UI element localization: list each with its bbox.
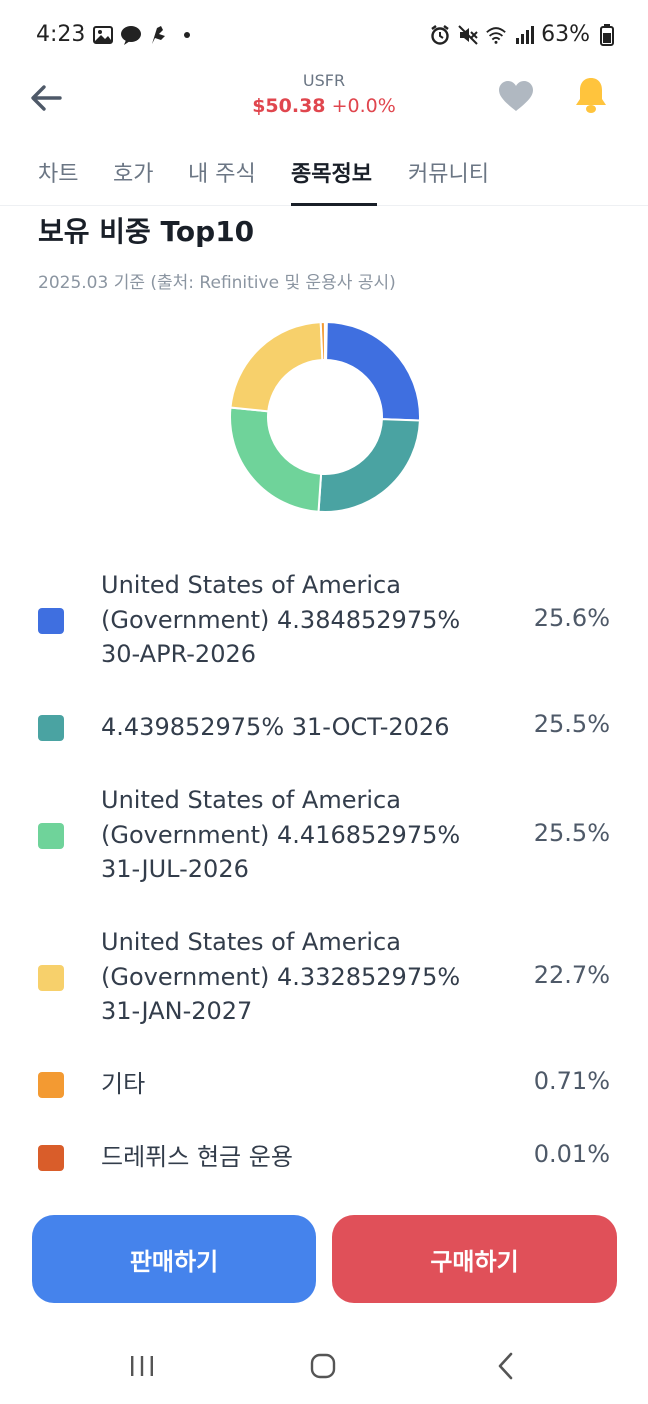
battery-percent: 63% — [541, 22, 590, 47]
home-icon — [309, 1352, 337, 1384]
tab-stock-info[interactable]: 종목정보 — [291, 162, 372, 187]
donut-slice — [324, 320, 421, 422]
signal-icon — [513, 24, 535, 46]
sell-button[interactable]: 판매하기 — [32, 1215, 316, 1303]
system-back-button[interactable] — [476, 1348, 536, 1388]
legend-swatch — [38, 608, 64, 634]
legend-swatch — [38, 715, 64, 741]
legend-label: United States of America (Government) 4.3… — [101, 928, 461, 1025]
recent-apps-icon — [128, 1354, 156, 1382]
section-subtitle: 2025.03 기준 (출처: Refinitive 및 운용사 공시) — [38, 273, 396, 293]
legend-item: United States of America (Government) 4.3… — [0, 568, 648, 674]
section-title: 보유 비중 Top10 — [38, 215, 255, 248]
wifi-icon — [485, 24, 507, 46]
legend-value: 25.5% — [533, 710, 610, 738]
legend-item: 기타 0.71% — [0, 1067, 648, 1103]
bell-icon — [573, 76, 609, 118]
stock-header: USFR $50.38 +0.0% — [0, 70, 648, 130]
dot-icon — [176, 24, 198, 46]
recent-apps-button[interactable] — [112, 1348, 172, 1388]
donut-slice — [229, 406, 323, 513]
status-right-icons: 63% — [429, 22, 618, 47]
status-notification-icons — [92, 24, 198, 46]
legend-label: 4.439852975% 31-OCT-2026 — [101, 713, 450, 741]
tab-orderbook[interactable]: 호가 — [113, 162, 154, 187]
active-tab-indicator — [291, 203, 377, 206]
back-icon — [495, 1352, 517, 1384]
arrow-left-icon — [28, 82, 64, 118]
legend-item: United States of America (Government) 4.3… — [0, 925, 648, 1031]
home-button[interactable] — [293, 1348, 353, 1388]
legend-swatch — [38, 965, 64, 991]
legend-swatch — [38, 823, 64, 849]
favorite-button[interactable] — [496, 78, 536, 118]
ticker-symbol: USFR — [302, 71, 346, 90]
battery-icon — [596, 23, 618, 46]
alert-button[interactable] — [570, 76, 612, 118]
mute-icon — [457, 24, 479, 46]
status-time: 4:23 — [36, 22, 86, 47]
tab-my-stock[interactable]: 내 주식 — [188, 162, 256, 187]
legend-label: 기타 — [101, 1070, 146, 1098]
buy-button[interactable]: 구매하기 — [332, 1215, 617, 1303]
tab-community[interactable]: 커뮤니티 — [408, 162, 489, 187]
legend-swatch — [38, 1072, 64, 1098]
system-nav-bar — [0, 1330, 648, 1404]
legend-item: 드레퓌스 현금 운용 0.01% — [0, 1140, 648, 1176]
status-bar: 4:23 63% — [0, 0, 648, 70]
legend-item: 4.439852975% 31-OCT-2026 25.5% — [0, 710, 648, 746]
donut-slice — [323, 321, 328, 362]
legend-swatch — [38, 1145, 64, 1171]
legend-value: 25.6% — [533, 604, 610, 632]
alarm-icon — [429, 24, 451, 46]
tab-bar: 차트 호가 내 주식 종목정보 커뮤니티 — [0, 144, 648, 206]
holdings-donut-chart — [229, 320, 421, 513]
messenger-icon — [120, 24, 142, 46]
legend-value: 0.01% — [533, 1140, 610, 1168]
ticker-block: USFR $50.38 +0.0% — [0, 70, 648, 120]
image-icon — [92, 24, 114, 46]
heart-icon — [498, 80, 534, 116]
legend-label: United States of America (Government) 4.3… — [101, 571, 461, 668]
tab-chart[interactable]: 차트 — [38, 162, 79, 187]
legend-value: 25.5% — [533, 819, 610, 847]
donut-slice — [229, 321, 324, 413]
legend-label: United States of America (Government) 4.4… — [101, 786, 461, 883]
legend-value: 0.71% — [533, 1067, 610, 1095]
back-button[interactable] — [24, 80, 68, 120]
legend-value: 22.7% — [533, 961, 610, 989]
donut-slice — [317, 418, 421, 513]
legend-label: 드레퓌스 현금 운용 — [101, 1143, 293, 1171]
app-icon — [148, 24, 170, 46]
current-price: $50.38 — [252, 95, 326, 117]
price-line: $50.38 +0.0% — [0, 92, 648, 120]
price-change: +0.0% — [331, 95, 396, 117]
legend-item: United States of America (Government) 4.4… — [0, 783, 648, 889]
